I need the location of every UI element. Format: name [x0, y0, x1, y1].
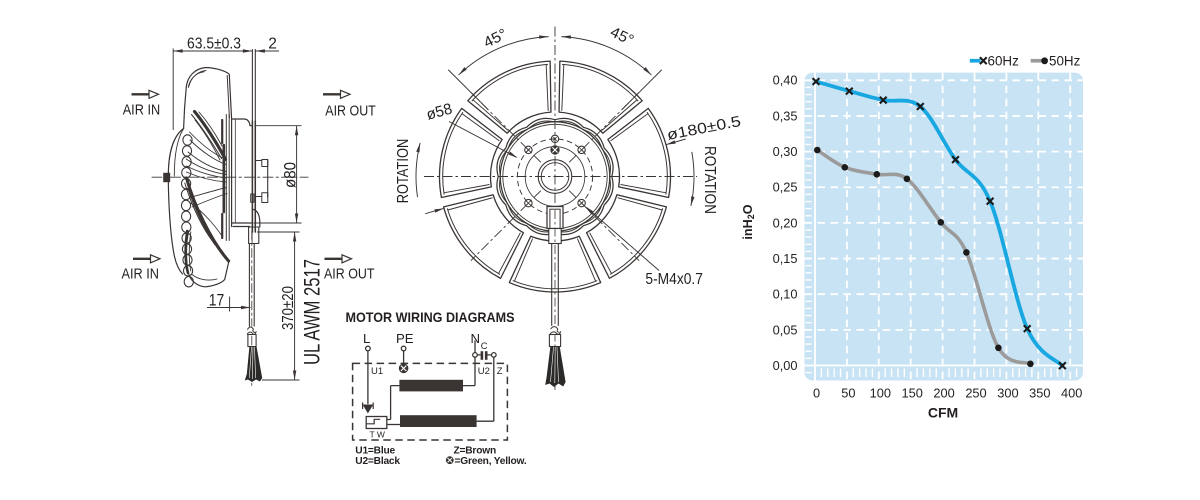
svg-text:0,10: 0,10 — [773, 287, 798, 302]
svg-text:AIR IN: AIR IN — [123, 102, 161, 119]
svg-text:ø58: ø58 — [425, 101, 455, 124]
svg-text:PE: PE — [396, 331, 414, 346]
svg-text:63.5±0.3: 63.5±0.3 — [187, 36, 241, 53]
svg-text:60Hz: 60Hz — [988, 54, 1020, 69]
svg-text:200: 200 — [933, 386, 954, 401]
svg-text:50: 50 — [841, 386, 855, 401]
svg-text:45°: 45° — [481, 25, 510, 51]
svg-text:U2=Black: U2=Black — [355, 456, 400, 467]
svg-text:U1: U1 — [371, 366, 383, 377]
svg-text:250: 250 — [965, 386, 986, 401]
svg-text:2: 2 — [268, 36, 277, 53]
svg-text:ROTATION: ROTATION — [395, 139, 412, 204]
svg-text:ø80: ø80 — [280, 162, 299, 188]
svg-text:400: 400 — [1061, 386, 1082, 401]
svg-text:150: 150 — [902, 386, 923, 401]
svg-text:45°: 45° — [607, 24, 636, 50]
svg-text:5-M4x0.7: 5-M4x0.7 — [645, 271, 703, 288]
svg-text:AIR OUT: AIR OUT — [325, 103, 376, 120]
svg-text:0,25: 0,25 — [773, 180, 798, 195]
svg-text:Z: Z — [497, 366, 503, 377]
svg-text:0,05: 0,05 — [773, 322, 798, 337]
svg-text:N: N — [471, 331, 481, 346]
svg-text:=Green, Yellow.: =Green, Yellow. — [455, 456, 527, 467]
svg-text:0: 0 — [813, 386, 820, 401]
svg-text:AIR IN: AIR IN — [122, 266, 160, 283]
svg-text:0,40: 0,40 — [773, 73, 798, 88]
svg-text:100: 100 — [870, 386, 891, 401]
svg-text:0,20: 0,20 — [773, 215, 798, 230]
svg-text:0,00: 0,00 — [773, 358, 798, 373]
svg-text:inH2O: inH2O — [741, 204, 756, 239]
svg-text:L: L — [363, 331, 370, 346]
svg-text:0,15: 0,15 — [773, 251, 798, 266]
svg-text:MOTOR WIRING DIAGRAMS: MOTOR WIRING DIAGRAMS — [346, 309, 515, 325]
svg-text:UL AWM 2517: UL AWM 2517 — [300, 259, 325, 365]
svg-text:T W: T W — [370, 430, 385, 440]
svg-text:50Hz: 50Hz — [1049, 54, 1081, 69]
svg-text:U1=Blue: U1=Blue — [355, 445, 395, 456]
svg-text:370±20: 370±20 — [280, 286, 297, 330]
svg-text:ROTATION: ROTATION — [701, 146, 718, 214]
svg-text:0,35: 0,35 — [773, 108, 798, 123]
svg-text:Z=Brown: Z=Brown — [454, 445, 496, 456]
svg-text:300: 300 — [997, 386, 1018, 401]
svg-text:AIR OUT: AIR OUT — [324, 266, 375, 283]
svg-text:0,30: 0,30 — [773, 144, 798, 159]
svg-text:U2: U2 — [478, 366, 490, 377]
svg-text:350: 350 — [1029, 386, 1050, 401]
svg-text:C: C — [481, 341, 488, 351]
svg-text:17: 17 — [209, 292, 225, 310]
svg-text:CFM: CFM — [928, 405, 958, 421]
svg-text:ø180±0.5: ø180±0.5 — [666, 113, 743, 144]
